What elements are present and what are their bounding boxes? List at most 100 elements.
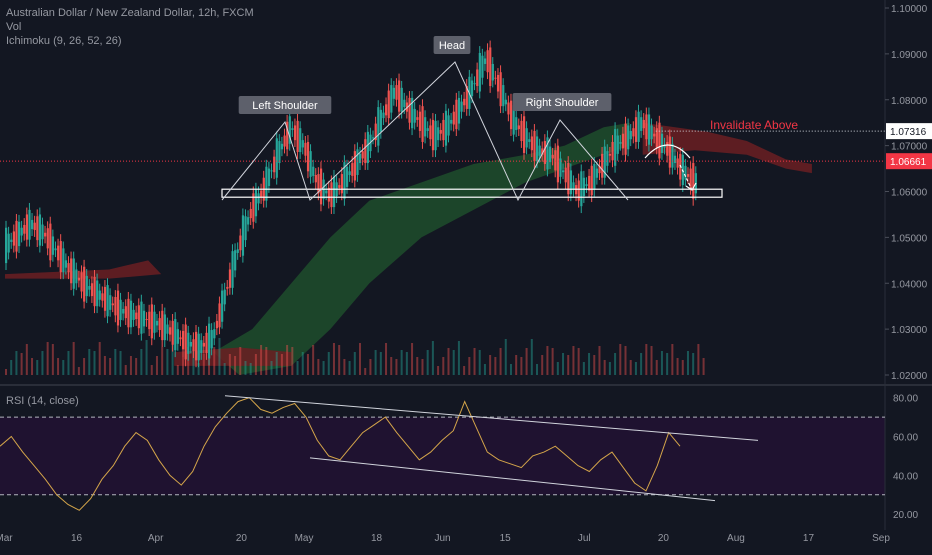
rsi-tick-label: 20.00 <box>893 510 918 521</box>
candle-body <box>244 216 247 241</box>
volume-bar <box>431 341 434 375</box>
candle-body <box>265 166 268 201</box>
candle-body <box>366 131 370 164</box>
volume-bar <box>572 346 575 375</box>
price-tick-label: 1.04000 <box>891 279 928 290</box>
candle-body <box>629 130 632 140</box>
candle-body <box>124 306 127 319</box>
candle-body <box>676 158 679 168</box>
candle-body <box>286 121 289 150</box>
volume-bar <box>697 344 700 375</box>
volume-bar <box>629 360 632 375</box>
volume-bar <box>608 362 611 375</box>
volume-bar <box>202 354 205 375</box>
candle-body <box>637 111 640 142</box>
volume-bar <box>343 359 346 375</box>
candle-body <box>416 117 419 120</box>
candle-body <box>429 125 432 140</box>
candle-body <box>632 128 635 137</box>
volume-bar <box>374 350 377 375</box>
x-tick-label: Mar <box>0 533 13 544</box>
last-price-label: 1.06661 <box>890 157 927 168</box>
candle-body <box>588 175 591 191</box>
candle-body <box>223 289 226 305</box>
volume-bar <box>353 352 356 375</box>
volume-bar <box>103 356 106 375</box>
volume-bar <box>426 350 429 375</box>
candle-body <box>77 277 81 281</box>
candle-body <box>228 269 232 288</box>
candle-body <box>208 323 211 359</box>
volume-bar <box>411 343 414 375</box>
volume-bar <box>25 344 28 375</box>
candle-body <box>541 148 544 155</box>
candle-body <box>155 320 159 326</box>
ichimoku-cloud-bullish <box>213 122 630 375</box>
volume-bar <box>31 358 34 375</box>
candle-body <box>494 77 497 79</box>
candle-body <box>182 330 185 350</box>
volume-label: Vol <box>6 21 22 33</box>
candle-body <box>96 280 99 307</box>
candle-body <box>614 129 617 166</box>
head-label-box <box>433 36 471 54</box>
candle-body <box>254 189 258 217</box>
candle-body <box>569 170 573 195</box>
candle-body <box>463 98 466 106</box>
candle-body <box>18 221 21 247</box>
candle-body <box>72 258 75 289</box>
x-tick-label: Sep <box>872 533 890 544</box>
right-shoulder-label: Right Shoulder <box>526 97 599 109</box>
level-price-box <box>886 123 932 140</box>
volume-bar <box>676 358 679 375</box>
candle-body <box>382 112 385 119</box>
volume-bar <box>317 359 320 375</box>
x-tick-label: Aug <box>727 533 745 544</box>
volume-bar <box>265 347 268 375</box>
volume-bar <box>166 349 169 375</box>
candle-body <box>59 241 62 273</box>
volume-bar <box>249 363 252 375</box>
volume-bar <box>686 351 689 375</box>
candle-body <box>408 97 411 123</box>
candle-body <box>197 333 200 361</box>
volume-bar <box>135 358 138 375</box>
candle-body <box>278 141 281 164</box>
volume-bar <box>509 364 512 375</box>
right-shoulder-label-box <box>512 93 612 111</box>
candle-body <box>275 138 278 178</box>
volume-bar <box>62 360 65 375</box>
candle-body <box>624 123 627 155</box>
candle-body <box>496 74 500 92</box>
volume-bar <box>239 347 242 375</box>
candle-body <box>470 80 474 97</box>
candle-body <box>109 295 112 310</box>
volume-bar <box>551 348 554 375</box>
candle-body <box>431 119 435 151</box>
candle-body <box>291 128 294 131</box>
candle-body <box>187 332 190 354</box>
candle-body <box>239 235 242 251</box>
candle-body <box>106 285 109 317</box>
candle-body <box>499 72 502 107</box>
candle-body <box>226 286 229 289</box>
candle-body <box>353 151 356 181</box>
candle-body <box>374 123 377 141</box>
x-tick-label: Apr <box>148 533 164 544</box>
candle-body <box>327 187 330 202</box>
volume-bar <box>51 344 54 375</box>
x-tick-label: 20 <box>236 533 248 544</box>
candle-body <box>85 275 88 297</box>
candle-body <box>359 153 362 164</box>
volume-bar <box>385 343 388 375</box>
candle-body <box>450 119 453 124</box>
candle-body <box>293 125 297 141</box>
candle-body <box>205 332 208 353</box>
volume-bar <box>483 364 486 375</box>
candle-body <box>10 239 13 242</box>
ichimoku-cloud-bearish <box>5 260 162 279</box>
candle-body <box>119 299 122 320</box>
volume-bar <box>400 350 403 375</box>
candle-body <box>93 276 96 307</box>
